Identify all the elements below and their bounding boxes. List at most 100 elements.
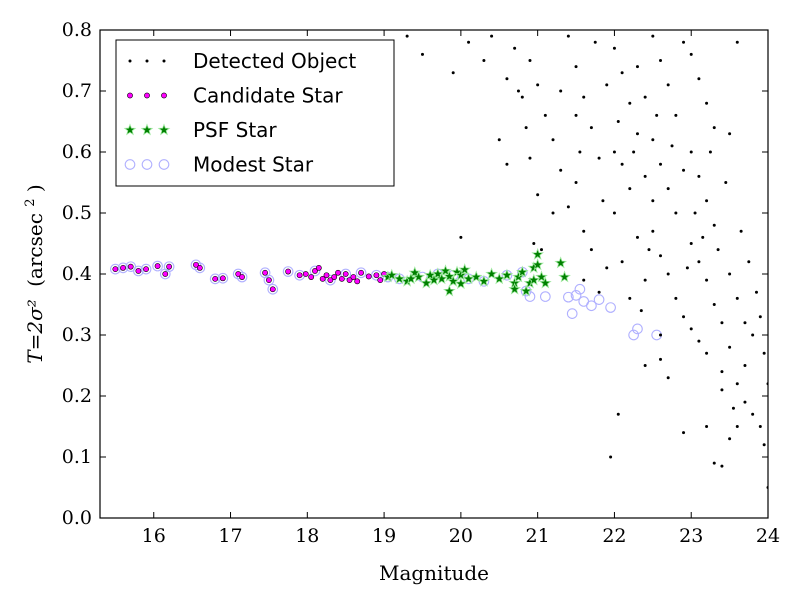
data-point bbox=[666, 83, 670, 87]
data-point bbox=[269, 286, 276, 293]
data-point bbox=[519, 284, 533, 297]
data-point bbox=[712, 223, 716, 227]
legend-label: PSF Star bbox=[193, 118, 277, 142]
data-point bbox=[643, 278, 647, 282]
data-point bbox=[605, 302, 616, 313]
data-point bbox=[152, 260, 163, 272]
data-point bbox=[217, 272, 229, 284]
data-point bbox=[616, 120, 620, 123]
data-point bbox=[609, 455, 613, 459]
data-point bbox=[659, 162, 663, 166]
data-point bbox=[528, 156, 532, 160]
data-point bbox=[236, 271, 248, 283]
data-point bbox=[582, 278, 586, 282]
data-point bbox=[635, 132, 639, 136]
data-point bbox=[527, 273, 541, 286]
data-point bbox=[670, 144, 674, 148]
legend-item: PSF Star bbox=[123, 118, 277, 142]
legend-marker bbox=[157, 123, 171, 136]
data-point bbox=[531, 258, 544, 271]
data-point bbox=[570, 290, 582, 301]
data-point bbox=[513, 46, 517, 50]
data-point bbox=[263, 274, 275, 286]
data-point bbox=[651, 34, 655, 38]
data-point bbox=[632, 150, 636, 154]
legend-marker bbox=[127, 92, 133, 99]
data-point bbox=[751, 412, 755, 416]
legend-marker bbox=[161, 92, 167, 99]
y-tick-label: 0.7 bbox=[62, 80, 92, 102]
data-point bbox=[720, 464, 724, 468]
data-point bbox=[728, 437, 732, 441]
data-point bbox=[308, 274, 315, 280]
legend-item: Detected Object bbox=[128, 49, 356, 73]
data-point bbox=[731, 406, 735, 410]
data-point bbox=[563, 291, 574, 303]
data-point bbox=[492, 272, 506, 285]
data-point bbox=[739, 229, 743, 233]
data-point bbox=[539, 276, 552, 289]
data-point bbox=[620, 71, 624, 75]
data-point bbox=[705, 425, 709, 428]
data-point bbox=[758, 315, 762, 319]
legend-marker bbox=[141, 159, 153, 170]
y-axis-label-unit: (arcsec bbox=[23, 213, 47, 287]
x-tick-label: 24 bbox=[756, 525, 780, 547]
data-point bbox=[574, 65, 578, 69]
data-point bbox=[162, 271, 169, 277]
data-point bbox=[705, 101, 709, 105]
data-point bbox=[593, 40, 597, 44]
data-point bbox=[612, 150, 616, 154]
data-point bbox=[551, 138, 555, 142]
legend-marker bbox=[128, 59, 132, 63]
data-point bbox=[735, 40, 739, 44]
data-point bbox=[505, 162, 509, 166]
data-point bbox=[435, 272, 449, 285]
data-point bbox=[566, 205, 570, 209]
data-point bbox=[427, 273, 441, 286]
x-tick-label: 20 bbox=[449, 525, 473, 547]
x-tick-label: 23 bbox=[679, 525, 703, 547]
data-point bbox=[620, 260, 624, 264]
data-point bbox=[762, 443, 766, 447]
data-point bbox=[754, 290, 758, 294]
legend-marker bbox=[144, 92, 150, 99]
data-point bbox=[443, 284, 456, 297]
data-point bbox=[262, 269, 268, 276]
data-point bbox=[485, 267, 498, 280]
data-point bbox=[666, 272, 670, 276]
data-point bbox=[528, 59, 532, 62]
y-axis-label-unit-close: ) bbox=[23, 184, 47, 192]
data-point bbox=[589, 248, 593, 252]
data-point bbox=[689, 150, 693, 154]
data-point bbox=[551, 211, 555, 215]
data-point bbox=[666, 376, 670, 380]
data-point bbox=[712, 461, 716, 465]
data-point bbox=[539, 291, 551, 302]
data-point bbox=[685, 266, 689, 270]
data-point bbox=[659, 333, 663, 337]
data-point bbox=[454, 277, 468, 290]
data-point bbox=[312, 268, 318, 274]
data-point bbox=[589, 126, 593, 130]
data-point bbox=[697, 339, 701, 343]
data-point bbox=[697, 260, 701, 264]
data-point bbox=[166, 263, 173, 270]
data-point bbox=[735, 296, 739, 300]
data-point bbox=[309, 265, 321, 277]
data-point bbox=[355, 267, 367, 279]
data-point bbox=[469, 270, 483, 283]
data-point bbox=[728, 132, 732, 136]
y-tick-label: 0.8 bbox=[62, 19, 92, 41]
data-point bbox=[331, 274, 338, 280]
data-point bbox=[574, 283, 586, 295]
x-tick-label: 18 bbox=[295, 525, 319, 547]
data-point bbox=[404, 272, 418, 285]
data-point bbox=[735, 382, 739, 386]
data-point bbox=[532, 242, 536, 245]
data-point bbox=[140, 263, 152, 275]
data-point bbox=[219, 275, 226, 282]
data-point bbox=[127, 263, 134, 270]
data-point bbox=[612, 211, 616, 215]
data-point bbox=[539, 248, 543, 252]
